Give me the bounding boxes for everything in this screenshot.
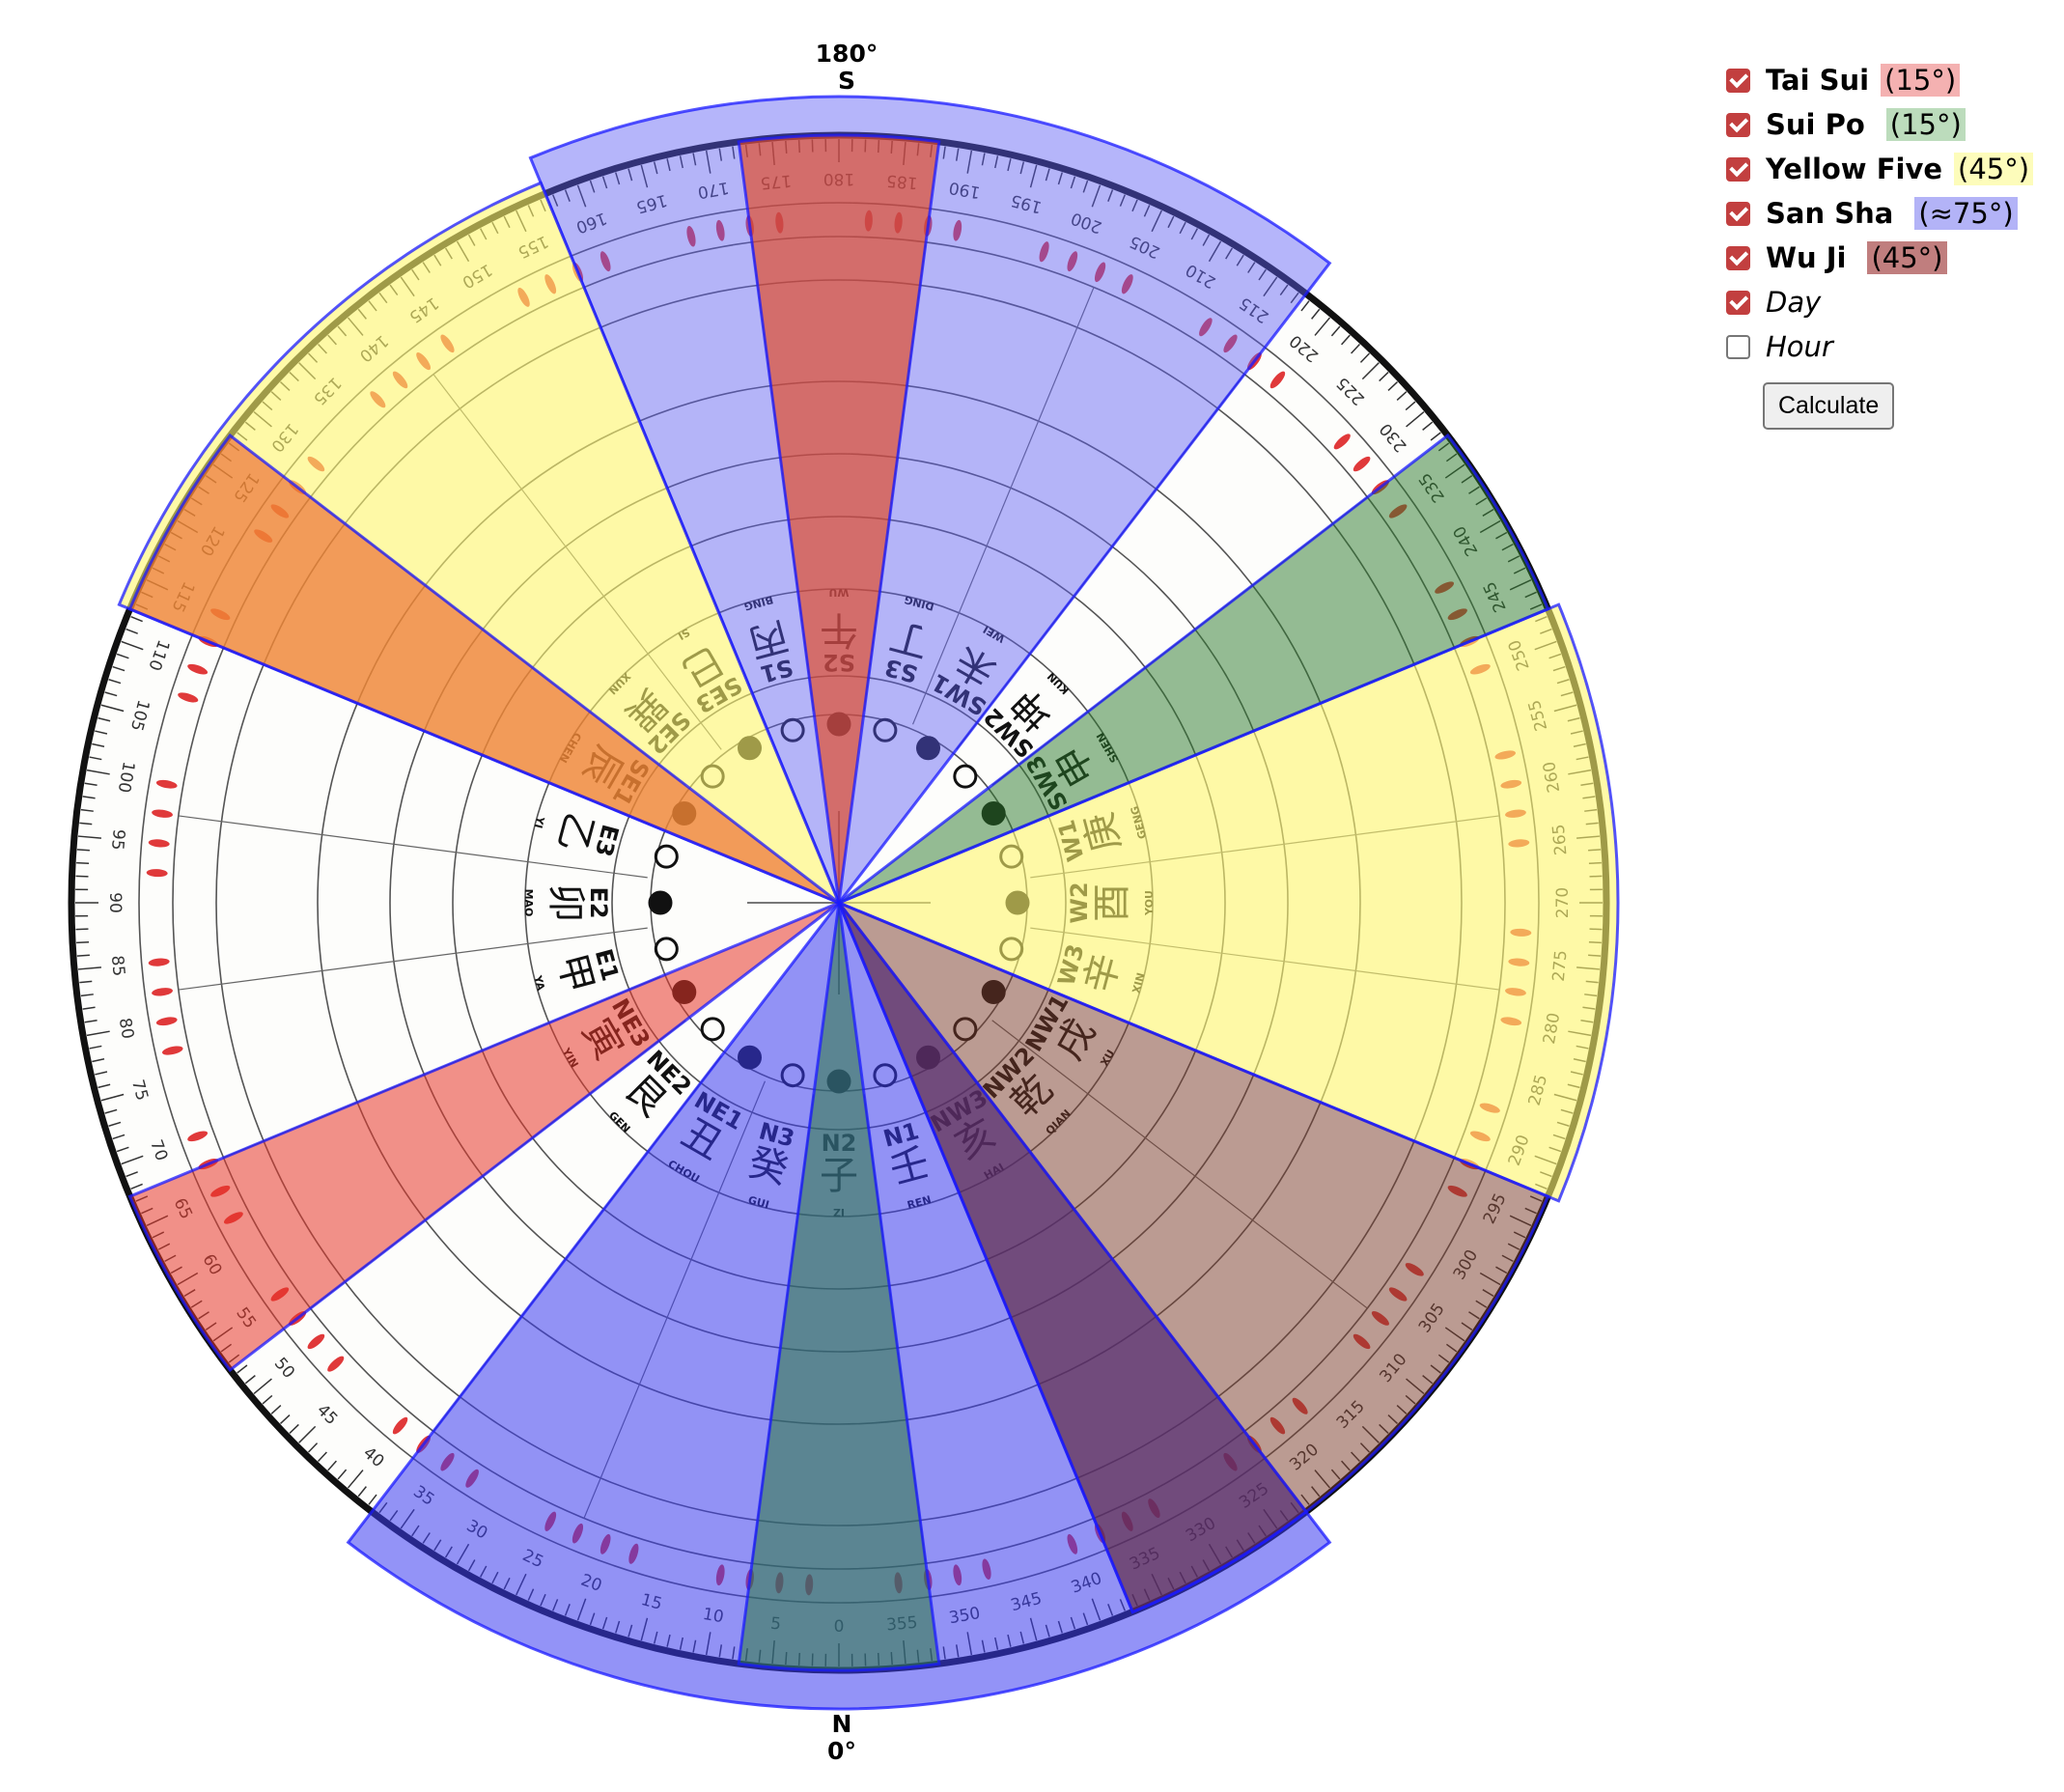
tai-sui-label: Tai Sui <box>1766 64 1870 97</box>
sui-po-degree-badge: (15°) <box>1885 108 1966 141</box>
svg-text:80: 80 <box>115 1017 137 1041</box>
day-label: Day <box>1766 286 1822 319</box>
yellow-five-degree-badge: (45°) <box>1954 153 2034 185</box>
north-degree: 0° <box>827 1737 856 1765</box>
option-wu-ji[interactable]: Wu Ji (45°) <box>1726 236 2054 280</box>
hour-checkbox[interactable] <box>1726 334 1750 359</box>
yellow-five-checkbox[interactable] <box>1726 156 1750 182</box>
day-s2-wedge <box>737 133 941 904</box>
sha-overlays <box>117 95 1620 1711</box>
day-n2-wedge <box>737 902 941 1672</box>
yellow-five-west-wedge <box>835 602 1620 1203</box>
sui-po-wedge <box>838 433 1550 905</box>
san-sha-degree-badge: (≈75°) <box>1914 197 2018 230</box>
wu-ji-degree-badge: (45°) <box>1867 241 1947 274</box>
san-sha-checkbox[interactable] <box>1726 201 1750 226</box>
mountain-char: 卯 <box>544 883 588 922</box>
tai-sui-checkbox[interactable] <box>1726 68 1750 93</box>
sui-po-nw3-wedge <box>837 902 1309 1614</box>
sui-po-checkbox[interactable] <box>1726 112 1750 137</box>
wu-ji-label: Wu Ji <box>1766 241 1847 274</box>
san-sha-label: San Sha <box>1766 197 1894 230</box>
svg-text:95: 95 <box>107 828 128 851</box>
wu-ji-checkbox[interactable] <box>1726 245 1750 270</box>
option-yellow-five[interactable]: Yellow Five (45°) <box>1726 147 2054 191</box>
hour-label: Hour <box>1766 330 1833 363</box>
tai-sui-se1-wedge <box>127 433 840 905</box>
svg-text:90: 90 <box>105 892 125 913</box>
south-letter: S <box>837 67 855 95</box>
svg-text:85: 85 <box>107 955 128 977</box>
north-letter: N <box>831 1710 852 1738</box>
north-label: N 0° <box>784 1711 900 1765</box>
san-sha-south-wedge <box>528 95 1332 906</box>
luopan-compass: 0510152025303540455055606570758085909510… <box>68 41 1620 1765</box>
options-panel: Tai Sui (15°) Sui Po (15°) Yellow Five (… <box>1726 58 2054 430</box>
tai-sui-degree-badge: (15°) <box>1881 64 1961 97</box>
mountain-code: E2 <box>585 886 612 918</box>
south-label: 180° S <box>789 41 905 95</box>
tai-sui-wedge <box>127 901 840 1373</box>
sui-po-label: Sui Po <box>1766 108 1865 141</box>
yellow-five-label: Yellow Five <box>1766 153 1943 185</box>
south-degree: 180° <box>815 40 879 68</box>
mountain-pinyin: YA <box>531 973 547 993</box>
mountain-pinyin: YI <box>532 814 547 829</box>
compass-dial: 0510152025303540455055606570758085909510… <box>68 95 1620 1711</box>
option-tai-sui[interactable]: Tai Sui (15°) <box>1726 58 2054 102</box>
option-hour[interactable]: Hour <box>1726 324 2054 369</box>
option-san-sha[interactable]: San Sha (≈75°) <box>1726 191 2054 236</box>
calculate-button[interactable]: Calculate <box>1763 382 1895 430</box>
day-checkbox[interactable] <box>1726 290 1750 315</box>
yellow-five-se-wedge <box>117 181 842 906</box>
option-day[interactable]: Day <box>1726 280 2054 324</box>
mountain-pinyin: MAO <box>522 889 535 917</box>
option-sui-po[interactable]: Sui Po (15°) <box>1726 102 2054 147</box>
